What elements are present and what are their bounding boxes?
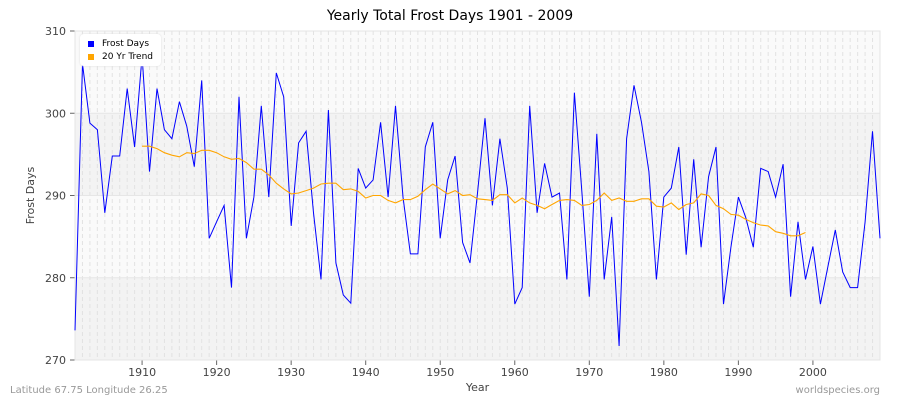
y-axis-label: Frost Days: [24, 166, 37, 224]
x-tick-label: 1920: [203, 366, 231, 379]
legend-label: 20 Yr Trend: [102, 51, 154, 62]
x-axis-label: Year: [465, 381, 490, 394]
x-tick-label: 2000: [799, 366, 827, 379]
legend-item-frost-days: Frost Days: [88, 37, 153, 50]
legend: Frost Days 20 Yr Trend: [80, 34, 162, 66]
grid-band: [75, 31, 880, 114]
chart-title: Yearly Total Frost Days 1901 - 2009: [326, 8, 574, 24]
series-line-20yr-trend: [142, 145, 806, 237]
x-tick-label: 1940: [352, 366, 380, 379]
y-tick-label: 290: [45, 190, 66, 203]
x-tick-label: 1980: [650, 366, 678, 379]
x-tick-label: 1990: [724, 366, 752, 379]
x-tick-label: 1960: [501, 366, 529, 379]
plot-border: [74, 30, 881, 361]
legend-swatch-orange: [88, 53, 94, 60]
y-tick-label: 310: [45, 25, 66, 38]
legend-item-trend: 20 Yr Trend: [88, 50, 153, 63]
y-tick-label: 300: [45, 107, 66, 120]
y-tick-label: 270: [45, 354, 66, 367]
x-tick-label: 1910: [128, 366, 156, 379]
footer-source: worldspecies.org: [795, 385, 880, 396]
series-line-frost-days: [74, 55, 881, 347]
legend-label: Frost Days: [102, 38, 150, 49]
footer-location: Latitude 67.75 Longitude 26.25: [10, 385, 168, 396]
y-tick-label: 280: [45, 272, 66, 285]
legend-swatch-blue: [88, 40, 94, 47]
x-tick-label: 1930: [277, 366, 305, 379]
x-tick-label: 1970: [575, 366, 603, 379]
x-tick-label: 1950: [426, 366, 454, 379]
